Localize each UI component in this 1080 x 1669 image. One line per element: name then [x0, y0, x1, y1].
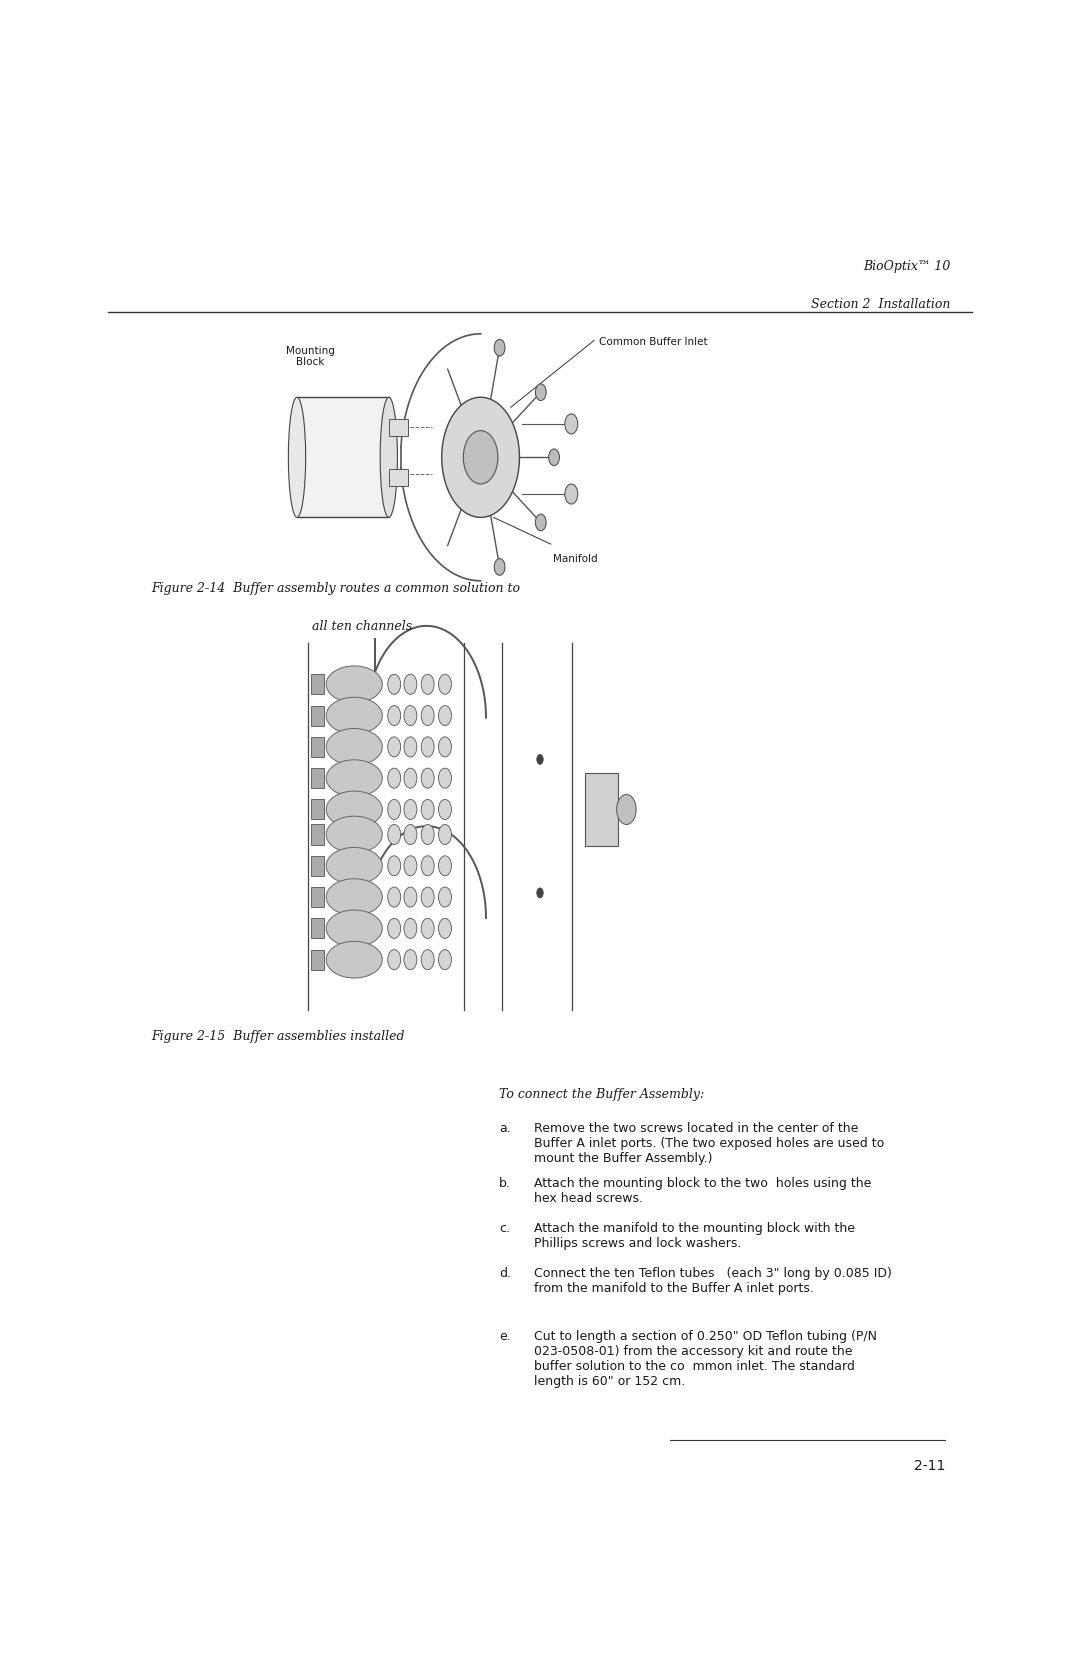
Circle shape — [536, 384, 546, 401]
Circle shape — [404, 824, 417, 845]
Bar — [311, 706, 324, 726]
Circle shape — [438, 799, 451, 819]
Bar — [311, 888, 324, 908]
Bar — [311, 674, 324, 694]
Ellipse shape — [326, 666, 382, 703]
Text: 2-11: 2-11 — [914, 1459, 945, 1472]
Circle shape — [421, 856, 434, 876]
Ellipse shape — [326, 759, 382, 796]
Text: d.: d. — [499, 1267, 511, 1280]
Circle shape — [404, 799, 417, 819]
Ellipse shape — [326, 848, 382, 885]
Circle shape — [421, 738, 434, 758]
Circle shape — [388, 824, 401, 845]
Circle shape — [438, 706, 451, 726]
Circle shape — [388, 706, 401, 726]
Circle shape — [388, 799, 401, 819]
Bar — [389, 469, 408, 486]
Circle shape — [388, 950, 401, 970]
Circle shape — [421, 799, 434, 819]
Circle shape — [421, 706, 434, 726]
Circle shape — [536, 514, 546, 531]
Text: Mounting
Block: Mounting Block — [285, 345, 335, 367]
Circle shape — [404, 768, 417, 788]
Circle shape — [404, 738, 417, 758]
Text: Figure 2-15  Buffer assemblies installed: Figure 2-15 Buffer assemblies installed — [151, 1030, 405, 1043]
Circle shape — [442, 397, 519, 517]
Circle shape — [388, 888, 401, 908]
Text: Cut to length a section of 0.250" OD Teflon tubing (P/N
023-0508-01) from the ac: Cut to length a section of 0.250" OD Tef… — [534, 1330, 877, 1389]
Bar — [311, 824, 324, 845]
Circle shape — [388, 768, 401, 788]
Circle shape — [617, 794, 636, 824]
Ellipse shape — [326, 878, 382, 915]
Bar — [311, 768, 324, 788]
Circle shape — [421, 950, 434, 970]
Text: all ten channels: all ten channels — [312, 621, 411, 633]
Circle shape — [565, 414, 578, 434]
Circle shape — [495, 339, 505, 355]
Ellipse shape — [288, 397, 306, 517]
Circle shape — [404, 888, 417, 908]
Bar — [297, 397, 389, 517]
Bar — [311, 950, 324, 970]
Text: Manifold: Manifold — [553, 554, 597, 564]
Circle shape — [388, 856, 401, 876]
Bar — [585, 773, 618, 846]
Text: Attach the mounting block to the two  holes using the
hex head screws.: Attach the mounting block to the two hol… — [534, 1177, 870, 1205]
Ellipse shape — [326, 728, 382, 764]
Text: a.: a. — [499, 1122, 511, 1135]
Bar — [311, 856, 324, 876]
Circle shape — [421, 824, 434, 845]
Circle shape — [537, 888, 543, 898]
Circle shape — [421, 768, 434, 788]
Text: Attach the manifold to the mounting block with the
Phillips screws and lock wash: Attach the manifold to the mounting bloc… — [534, 1222, 854, 1250]
Text: Connect the ten Teflon tubes   (each 3" long by 0.085 ID)
from the manifold to t: Connect the ten Teflon tubes (each 3" lo… — [534, 1267, 891, 1295]
Circle shape — [388, 738, 401, 758]
Circle shape — [495, 559, 505, 576]
Ellipse shape — [326, 791, 382, 828]
Text: Remove the two screws located in the center of the
Buffer A inlet ports. (The tw: Remove the two screws located in the cen… — [534, 1122, 883, 1165]
Circle shape — [421, 674, 434, 694]
Ellipse shape — [326, 816, 382, 853]
Circle shape — [404, 856, 417, 876]
Bar — [311, 738, 324, 758]
Circle shape — [438, 888, 451, 908]
Text: Common Buffer Inlet: Common Buffer Inlet — [599, 337, 708, 347]
Text: Section 2  Installation: Section 2 Installation — [811, 297, 950, 310]
Circle shape — [438, 824, 451, 845]
Circle shape — [388, 674, 401, 694]
Text: e.: e. — [499, 1330, 511, 1344]
Text: c.: c. — [499, 1222, 510, 1235]
Ellipse shape — [326, 910, 382, 946]
Circle shape — [404, 950, 417, 970]
Text: b.: b. — [499, 1177, 511, 1190]
Bar — [389, 419, 408, 436]
Circle shape — [388, 918, 401, 938]
Circle shape — [438, 674, 451, 694]
Ellipse shape — [326, 941, 382, 978]
Circle shape — [463, 431, 498, 484]
Circle shape — [404, 918, 417, 938]
Ellipse shape — [326, 698, 382, 734]
Circle shape — [421, 888, 434, 908]
Circle shape — [537, 754, 543, 764]
Circle shape — [404, 706, 417, 726]
Text: BioOptix™ 10: BioOptix™ 10 — [863, 260, 950, 272]
Bar — [311, 918, 324, 938]
Circle shape — [438, 768, 451, 788]
Circle shape — [438, 918, 451, 938]
Circle shape — [404, 674, 417, 694]
Text: To connect the Buffer Assembly:: To connect the Buffer Assembly: — [499, 1088, 704, 1102]
Circle shape — [438, 856, 451, 876]
Circle shape — [438, 950, 451, 970]
Circle shape — [565, 484, 578, 504]
Text: Figure 2-14  Buffer assembly routes a common solution to: Figure 2-14 Buffer assembly routes a com… — [151, 582, 521, 596]
Circle shape — [421, 918, 434, 938]
Ellipse shape — [380, 397, 397, 517]
Bar — [311, 799, 324, 819]
Circle shape — [549, 449, 559, 466]
Circle shape — [438, 738, 451, 758]
